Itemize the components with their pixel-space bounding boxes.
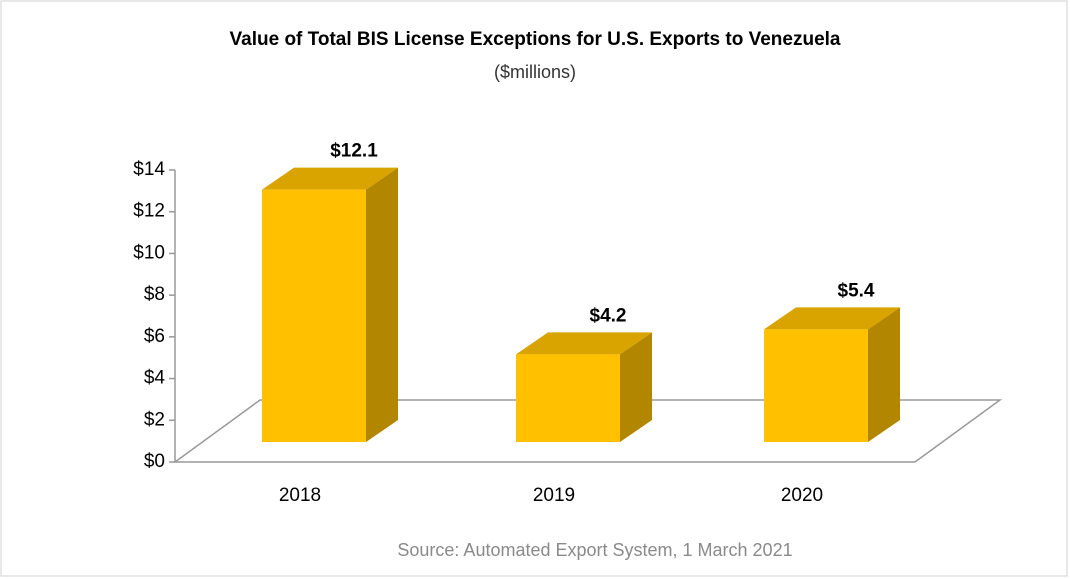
chart-subtitle: ($millions) bbox=[494, 62, 576, 82]
x-tick-label: 2018 bbox=[279, 485, 321, 506]
y-tick-label: $2 bbox=[144, 409, 165, 430]
value-label: $4.2 bbox=[590, 305, 627, 326]
bar-top bbox=[764, 307, 900, 330]
y-tick-label: $4 bbox=[144, 368, 166, 389]
bar bbox=[262, 189, 366, 442]
y-tick-label: $12 bbox=[133, 201, 165, 222]
x-tick-label: 2020 bbox=[781, 485, 823, 506]
y-tick-label: $6 bbox=[144, 326, 165, 347]
x-tick-label: 2019 bbox=[533, 485, 575, 506]
bar bbox=[516, 354, 620, 442]
bar-side bbox=[366, 167, 398, 442]
chart-title: Value of Total BIS License Exceptions fo… bbox=[230, 29, 841, 50]
bar-side bbox=[868, 307, 900, 442]
y-tick-label: $0 bbox=[144, 451, 165, 472]
y-tick-label: $8 bbox=[144, 284, 165, 305]
floor bbox=[172, 399, 1003, 463]
value-label: $5.4 bbox=[838, 280, 875, 301]
y-tick-label: $14 bbox=[133, 159, 165, 180]
value-label: $12.1 bbox=[330, 141, 378, 162]
source-note: Source: Automated Export System, 1 March… bbox=[397, 540, 792, 560]
y-tick-label: $10 bbox=[133, 242, 165, 263]
bar-side bbox=[620, 332, 652, 442]
bar bbox=[764, 329, 868, 442]
bar-top bbox=[516, 332, 652, 355]
bar-top bbox=[262, 167, 398, 190]
